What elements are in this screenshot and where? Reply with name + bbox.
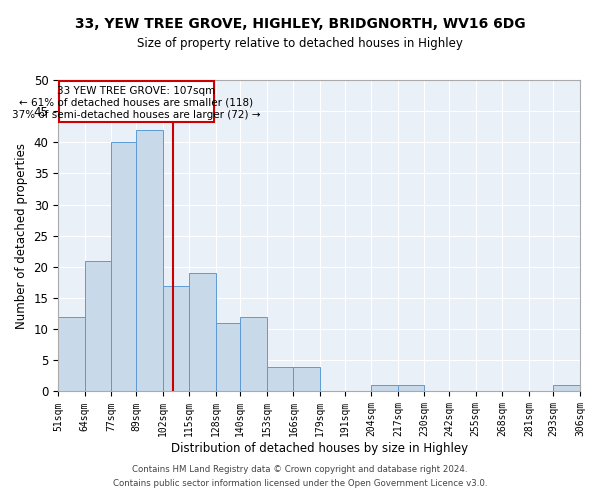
Bar [267,366,293,392]
X-axis label: Distribution of detached houses by size in Highley: Distribution of detached houses by size … [170,442,467,455]
Text: Size of property relative to detached houses in Highley: Size of property relative to detached ho… [137,38,463,51]
Bar [216,323,240,392]
Text: 37% of semi-detached houses are larger (72) →: 37% of semi-detached houses are larger (… [12,110,260,120]
Bar [553,385,580,392]
Bar [189,273,216,392]
Text: Contains HM Land Registry data © Crown copyright and database right 2024.
Contai: Contains HM Land Registry data © Crown c… [113,466,487,487]
FancyBboxPatch shape [59,81,214,122]
Bar [136,130,163,392]
Bar [58,316,85,392]
Bar [371,385,398,392]
Text: 33 YEW TREE GROVE: 107sqm: 33 YEW TREE GROVE: 107sqm [58,86,215,96]
Bar [85,260,112,392]
Bar [240,316,267,392]
Text: 33, YEW TREE GROVE, HIGHLEY, BRIDGNORTH, WV16 6DG: 33, YEW TREE GROVE, HIGHLEY, BRIDGNORTH,… [74,18,526,32]
Bar [293,366,320,392]
Bar [398,385,424,392]
Y-axis label: Number of detached properties: Number of detached properties [15,142,28,328]
Text: ← 61% of detached houses are smaller (118): ← 61% of detached houses are smaller (11… [19,98,253,108]
Bar [112,142,136,392]
Bar [163,286,189,392]
